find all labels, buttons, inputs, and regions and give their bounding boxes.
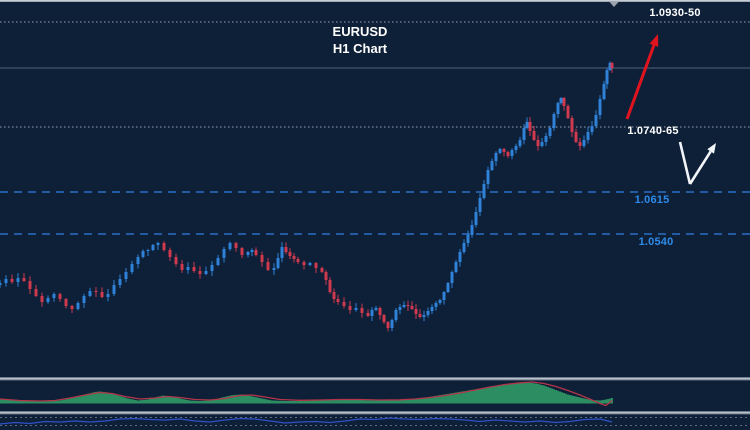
resistance-label-lower: 1.0740-65 bbox=[627, 125, 679, 137]
resistance-label-upper: 1.0930-50 bbox=[649, 7, 701, 19]
candlestick-series[interactable] bbox=[0, 61, 614, 332]
symbol-title: EURUSD bbox=[332, 24, 388, 39]
oscillator-indicator bbox=[0, 417, 750, 426]
panel-separators bbox=[0, 377, 750, 415]
osma-histogram-indicator bbox=[0, 381, 613, 407]
support-label-upper: 1.0615 bbox=[634, 194, 670, 206]
price-level-gridlines bbox=[0, 21, 750, 235]
timeframe-title: H1 Chart bbox=[332, 41, 388, 56]
window-frame bbox=[0, 0, 750, 7]
chart-title: EURUSD H1 Chart bbox=[280, 23, 440, 57]
annotation-arrows[interactable] bbox=[625, 34, 716, 185]
support-label-lower: 1.0540 bbox=[638, 236, 674, 248]
